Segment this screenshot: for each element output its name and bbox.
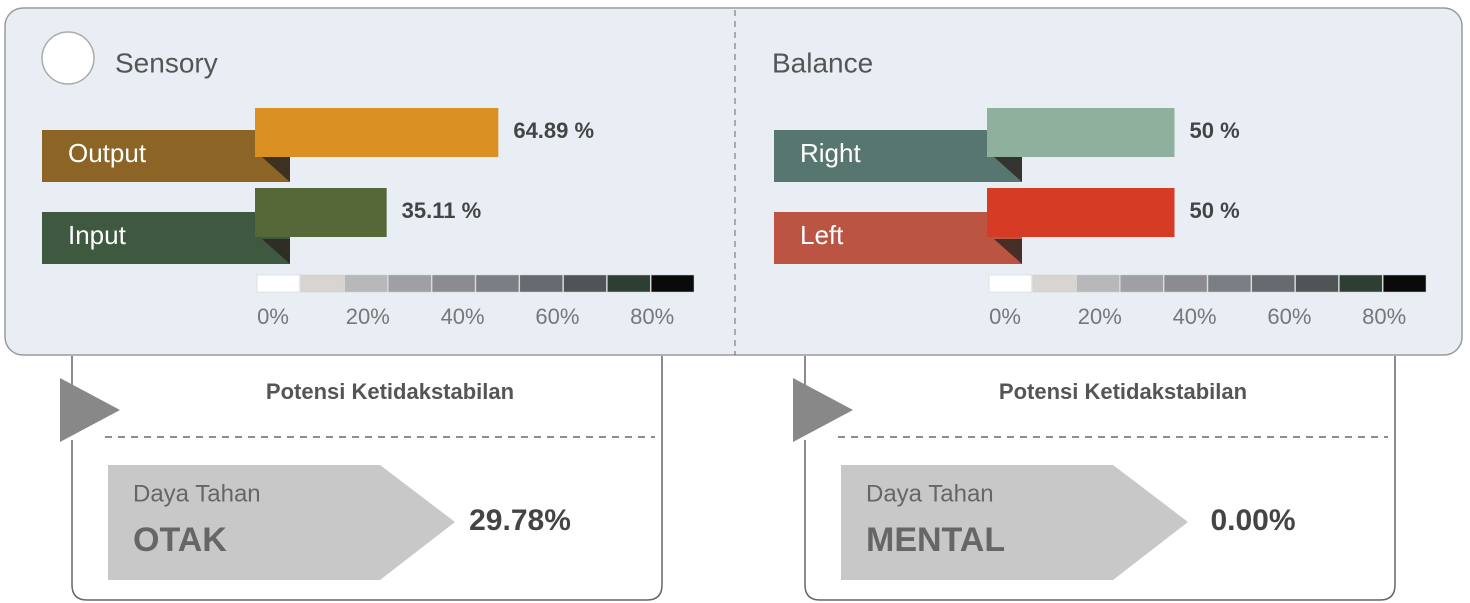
bar-value-label: 50 % xyxy=(1190,118,1240,143)
card-arrow xyxy=(793,378,853,442)
icon-circle xyxy=(41,31,95,85)
panel-title: Sensory xyxy=(115,47,218,78)
bar-value-label: 50 % xyxy=(1190,198,1240,223)
scale-cell xyxy=(1251,274,1295,293)
bar xyxy=(987,108,1175,157)
card-result: 0.00% xyxy=(1210,504,1295,537)
scale-cell xyxy=(607,274,651,293)
card-heading: Potensi Ketidakstabilan xyxy=(266,379,514,404)
card-outline xyxy=(71,356,663,601)
scale-tick-label: 40% xyxy=(441,304,485,329)
scale-cell xyxy=(1295,274,1339,293)
scale-cell xyxy=(1032,274,1076,293)
card-arrow xyxy=(60,378,120,442)
card-label: Daya Tahan xyxy=(866,480,994,507)
scale-tick-label: 80% xyxy=(1362,304,1406,329)
bar-tab xyxy=(774,130,1022,182)
card-name: OTAK xyxy=(133,521,227,559)
scale-tick-label: 0% xyxy=(989,304,1021,329)
tab-fold xyxy=(994,157,1022,182)
scale-tick-label: 80% xyxy=(630,304,674,329)
bar-name: Right xyxy=(800,138,861,168)
scale-cell xyxy=(1382,274,1427,293)
bar-tab xyxy=(774,212,1022,264)
scale-cell xyxy=(256,274,301,293)
scale-tick-label: 0% xyxy=(257,304,289,329)
scale-cell xyxy=(475,274,520,293)
scale-cell xyxy=(300,274,344,293)
card-result: 29.78% xyxy=(469,504,571,537)
scale-cell xyxy=(344,274,388,293)
scale-cell xyxy=(1339,274,1383,293)
card-outline xyxy=(804,356,1396,601)
bar xyxy=(987,188,1175,237)
bar-name: Input xyxy=(68,220,127,250)
scale-cell xyxy=(1163,274,1208,293)
scale-tick-label: 60% xyxy=(1267,304,1311,329)
bar-tab xyxy=(42,212,290,264)
scale-tick-label: 20% xyxy=(346,304,390,329)
scale-tick-label: 40% xyxy=(1173,304,1217,329)
card-label: Daya Tahan xyxy=(133,480,261,507)
tab-fold xyxy=(262,239,290,264)
scale-cell xyxy=(1076,274,1120,293)
panel-title: Balance xyxy=(772,47,873,78)
bar-tab xyxy=(42,130,290,182)
scale-cell xyxy=(563,274,607,293)
scale-cell xyxy=(988,274,1033,293)
bar-value-label: 35.11 % xyxy=(402,198,482,223)
scale-cell xyxy=(431,274,476,293)
scale-cell xyxy=(650,274,695,293)
scale-cell xyxy=(1120,274,1164,293)
bar-name: Output xyxy=(68,138,147,168)
card-label-shape xyxy=(841,465,1188,580)
scale-tick-label: 20% xyxy=(1078,304,1122,329)
tab-fold xyxy=(262,157,290,182)
bar-name: Left xyxy=(800,220,844,250)
panel-box xyxy=(4,7,1463,356)
bar xyxy=(255,188,387,237)
scale-cell xyxy=(388,274,432,293)
card-label-shape xyxy=(108,465,455,580)
tab-fold xyxy=(994,239,1022,264)
scale-cell xyxy=(519,274,563,293)
scale-tick-label: 60% xyxy=(535,304,579,329)
scale-cell xyxy=(1207,274,1252,293)
card-name: MENTAL xyxy=(866,521,1005,559)
bar xyxy=(255,108,499,157)
card-heading: Potensi Ketidakstabilan xyxy=(999,379,1247,404)
bar-value-label: 64.89 % xyxy=(513,118,594,143)
